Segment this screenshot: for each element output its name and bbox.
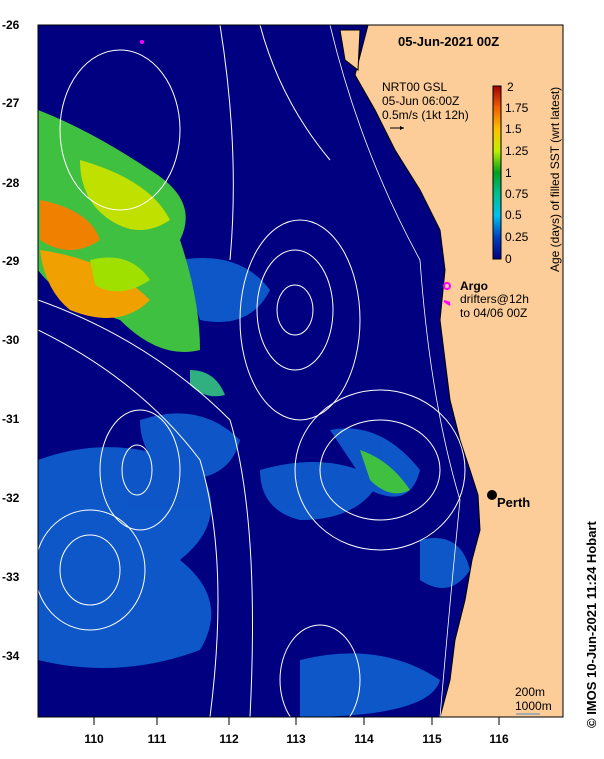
y-tick: -28 (2, 176, 20, 190)
x-tick: 115 (422, 732, 442, 746)
ssh-contours (38, 25, 466, 717)
x-tick: 111 (147, 732, 167, 746)
drifter-marker (140, 40, 144, 44)
current-legend-line3: 0.5m/s (1kt 12h) (382, 108, 469, 122)
map-frame (37, 24, 564, 718)
y-tick: -29 (2, 254, 20, 268)
cb-tick: 0.75 (505, 187, 529, 201)
cb-tick: 1.5 (505, 122, 522, 136)
drifters-label: drifters@12h (460, 292, 529, 306)
land (354, 25, 563, 717)
argo-label: Argo (460, 279, 488, 293)
map-title: 05-Jun-2021 00Z (398, 34, 500, 49)
sst-patches (38, 258, 470, 717)
axis-ticks (93, 717, 500, 725)
y-tick: -33 (2, 570, 20, 584)
argo-icon (443, 282, 451, 290)
y-tick: -30 (2, 333, 20, 347)
current-legend-line1: NRT00 GSL (382, 80, 448, 94)
cb-tick: 1.25 (505, 144, 529, 158)
drifters-time-label: to 04/06 00Z (460, 306, 528, 320)
y-tick: -27 (2, 96, 20, 110)
sst-warm-patches (38, 110, 410, 494)
colorbar-label: Age (days) of filled SST (wrt latest) (548, 86, 562, 272)
cb-tick: 0 (505, 252, 512, 266)
x-tick: 116 (489, 732, 509, 746)
y-tick: -31 (2, 412, 20, 426)
cb-tick: 2 (507, 80, 514, 94)
y-tick: -32 (2, 491, 20, 505)
y-tick: -34 (2, 649, 20, 663)
credit: © IMOS 10-Jun-2021 11:24 Hobart (584, 521, 599, 728)
x-tick: 110 (84, 732, 104, 746)
cb-tick: 0.5 (505, 208, 522, 222)
colorbar (492, 85, 502, 260)
current-legend-line2: 05-Jun 06:00Z (382, 94, 460, 108)
cb-tick: 1.75 (505, 101, 529, 115)
cb-tick: 0.25 (505, 230, 529, 244)
x-tick: 112 (219, 732, 239, 746)
y-tick: -26 (2, 18, 20, 32)
drifter-icon (443, 300, 451, 306)
x-tick: 113 (286, 732, 306, 746)
x-tick: 114 (354, 732, 374, 746)
depth-1000m-label: 1000m (515, 699, 552, 713)
depth-200m-label: 200m (515, 685, 546, 699)
perth-marker (487, 490, 497, 500)
cb-tick: 1 (505, 166, 512, 180)
perth-label: Perth (497, 495, 531, 510)
island (339, 29, 361, 71)
isobath-1000m (329, 25, 461, 717)
